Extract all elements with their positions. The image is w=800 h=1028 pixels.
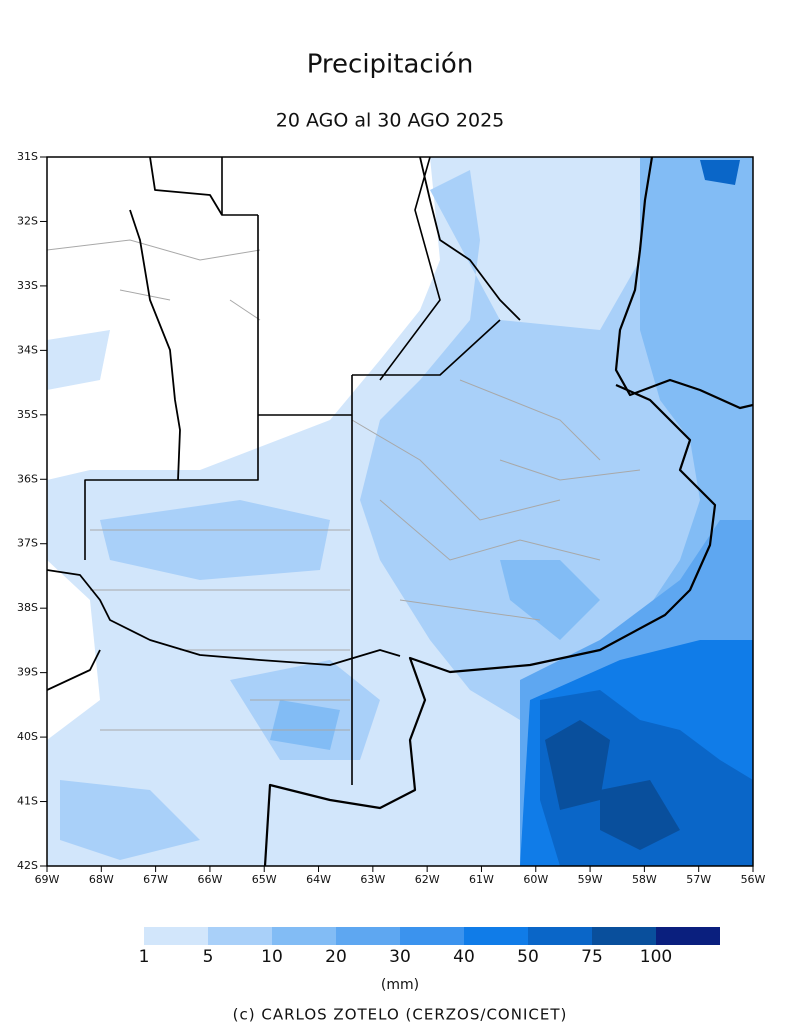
lon-label: 59W [578, 873, 603, 886]
colorbar: 1 5 10 20 30 40 50 75 100 [139, 927, 720, 967]
lon-label: 68W [89, 873, 114, 886]
colorbar-label: 1 [139, 947, 150, 967]
lon-label: 57W [686, 873, 711, 886]
lat-label: 34S [17, 343, 38, 356]
colorbar-swatch [400, 927, 464, 945]
colorbar-swatch [336, 927, 400, 945]
lon-label: 64W [306, 873, 331, 886]
colorbar-label: 50 [517, 947, 539, 967]
lon-label: 63W [360, 873, 385, 886]
colorbar-label: 5 [203, 947, 214, 967]
lat-label: 42S [17, 859, 38, 872]
lat-label: 36S [17, 472, 38, 485]
latitude-labels: 31S 32S 33S 34S 35S 36S 37S 38S 39S 40S 41S 42S [17, 150, 47, 872]
colorbar-label: 40 [453, 947, 475, 967]
colorbar-label: 10 [261, 947, 283, 967]
lat-label: 38S [17, 601, 38, 614]
lon-label: 58W [632, 873, 657, 886]
lat-label: 33S [17, 279, 38, 292]
lat-label: 32S [17, 214, 38, 227]
colorbar-label: 75 [581, 947, 603, 967]
lat-label: 39S [17, 666, 38, 679]
lon-label: 66W [197, 873, 222, 886]
colorbar-swatch [528, 927, 592, 945]
colorbar-label: 20 [325, 947, 347, 967]
lon-label: 56W [741, 873, 766, 886]
lon-label: 60W [523, 873, 548, 886]
lat-label: 40S [17, 730, 38, 743]
subtitle: 20 AGO al 30 AGO 2025 [276, 110, 505, 132]
colorbar-swatch [464, 927, 528, 945]
colorbar-label: 100 [640, 947, 672, 967]
colorbar-swatch [592, 927, 656, 945]
colorbar-label: 30 [389, 947, 411, 967]
lon-label: 61W [469, 873, 494, 886]
lon-label: 62W [415, 873, 440, 886]
colorbar-swatch [656, 927, 720, 945]
title: Precipitación [307, 50, 474, 80]
colorbar-swatch [208, 927, 272, 945]
lat-label: 31S [17, 150, 38, 163]
map [46, 156, 754, 867]
lon-label: 69W [35, 873, 60, 886]
colorbar-swatch [144, 927, 208, 945]
colorbar-swatch [272, 927, 336, 945]
lon-label: 67W [143, 873, 168, 886]
colorbar-unit: (mm) [381, 977, 419, 993]
lat-label: 35S [17, 408, 38, 421]
lon-label: 65W [252, 873, 277, 886]
credit: (c) CARLOS ZOTELO (CERZOS/CONICET) [233, 1006, 568, 1024]
longitude-labels: 69W 68W 67W 66W 65W 64W 63W 62W 61W 60W 59W 58W 57W 5… [35, 866, 766, 886]
lat-label: 37S [17, 537, 38, 550]
lat-label: 41S [17, 795, 38, 808]
